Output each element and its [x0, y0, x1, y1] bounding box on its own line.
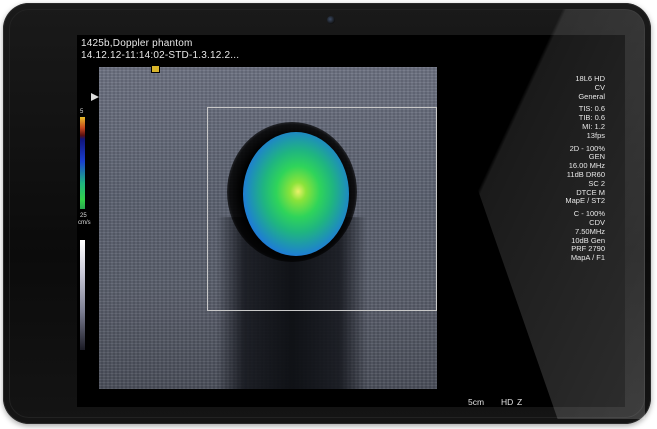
param-2d-sc: SC 2	[588, 178, 605, 188]
focus-marker-icon[interactable]	[151, 65, 160, 73]
param-tib: TIB: 0.6	[578, 113, 605, 123]
zoom-indicator: Z	[517, 397, 523, 407]
study-id-label: 14.12.12-11:14:02-STD-1.3.12.2...	[81, 50, 240, 61]
param-color-map: MapA / F1	[570, 253, 605, 263]
hd-zoom-indicator: HD	[501, 397, 514, 407]
doppler-flow-region	[243, 132, 349, 256]
param-2d-dtce: DTCE M	[576, 187, 605, 197]
param-tis: TIS: 0.6	[578, 104, 605, 114]
param-2d-mode: GEN	[588, 152, 605, 162]
param-application: General	[578, 91, 605, 101]
parameter-panel: 18L6 HD CV General TIS: 0.6 TIB: 0.6 MI:…	[507, 74, 605, 263]
param-color-gain: 10dB Gen	[571, 235, 605, 245]
param-color-prf: PRF 2790	[571, 244, 605, 254]
velocity-scale-bottom: 25	[80, 213, 87, 219]
param-2d-power: 2D - 100%	[569, 143, 605, 153]
param-2d-gain: 11dB DR60	[566, 169, 605, 179]
ultrasound-screen: 1425b,Doppler phantom 14.12.12-11:14:02-…	[77, 35, 625, 407]
param-preset: CV	[594, 82, 605, 92]
param-mi: MI: 1.2	[582, 121, 605, 131]
front-camera-icon	[327, 16, 335, 24]
param-color-mode: CDV	[589, 217, 605, 227]
grayscale-bar	[80, 240, 85, 350]
color-velocity-bar	[80, 117, 85, 209]
bezel-edge	[9, 9, 645, 418]
param-color-power: C - 100%	[573, 209, 605, 219]
focus-depth-arrow-icon[interactable]	[91, 93, 99, 101]
param-2d-frequency: 16.00 MHz	[568, 161, 605, 171]
color-roi-box[interactable]	[207, 107, 437, 311]
tablet-frame: 1425b,Doppler phantom 14.12.12-11:14:02-…	[3, 3, 651, 424]
ultrasound-image[interactable]	[99, 65, 437, 389]
velocity-scale-top: 5	[80, 109, 84, 115]
param-probe: 18L6 HD	[575, 74, 605, 83]
param-2d-map: MapE / ST2	[565, 196, 605, 206]
depth-readout: 5cm	[468, 397, 485, 407]
param-framerate: 13fps	[586, 130, 605, 140]
param-color-frequency: 7.50MHz	[574, 226, 605, 236]
velocity-scale-unit: cm/s	[78, 220, 91, 226]
patient-label: 1425b,Doppler phantom	[81, 38, 193, 49]
